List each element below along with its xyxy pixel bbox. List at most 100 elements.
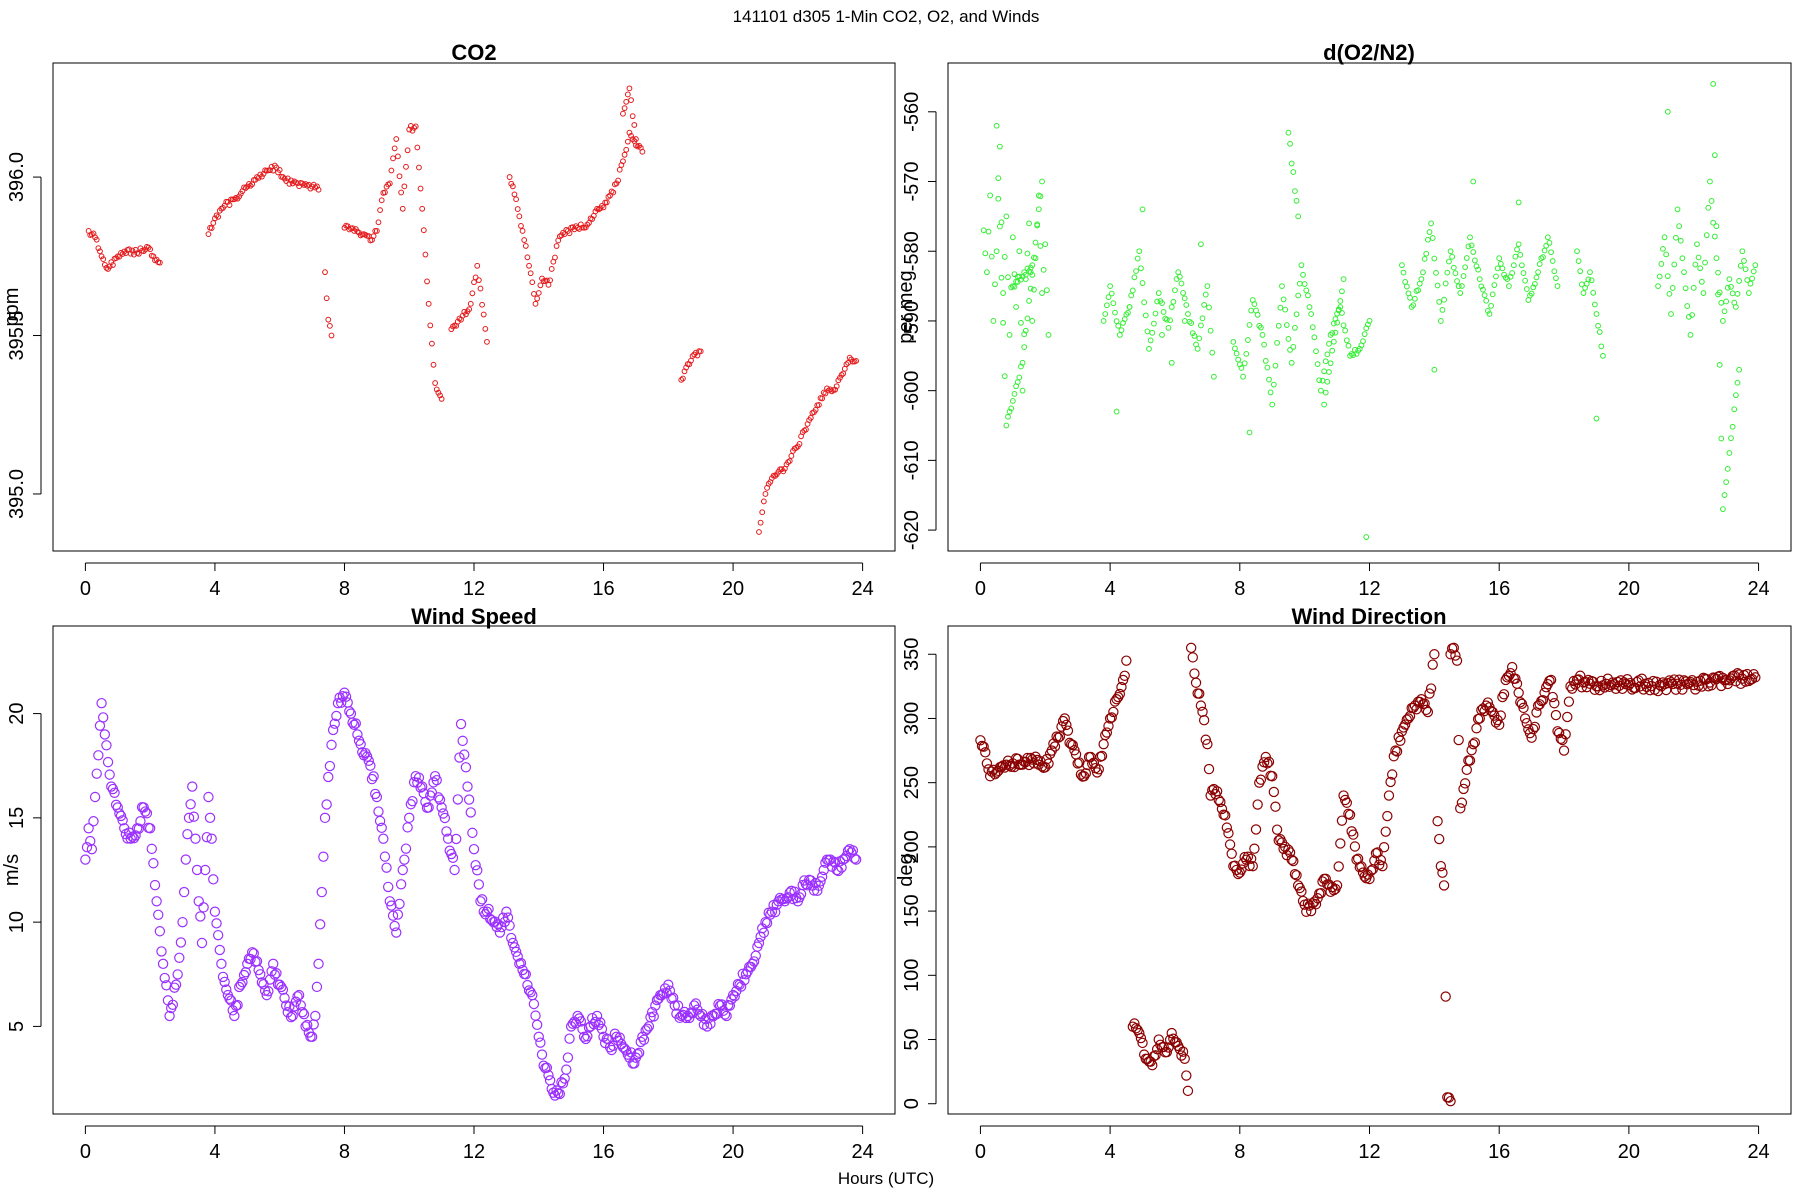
y-axis-label: m/s <box>1 854 23 886</box>
data-point <box>529 279 536 286</box>
data-point <box>1523 286 1530 292</box>
data-point <box>97 712 109 723</box>
data-point <box>399 854 410 865</box>
data-point <box>1450 650 1461 661</box>
data-point <box>1451 655 1463 666</box>
data-point <box>1129 287 1136 294</box>
data-point <box>623 146 630 153</box>
data-point <box>89 791 101 803</box>
y-tick-label: 395.0 <box>6 469 28 519</box>
data-point <box>1146 345 1152 352</box>
data-point <box>268 958 279 970</box>
data-point <box>1458 783 1469 795</box>
data-point <box>1113 318 1120 325</box>
data-point <box>1248 307 1255 314</box>
data-point <box>148 858 159 869</box>
data-point <box>1673 674 1685 685</box>
data-point <box>1553 275 1559 282</box>
data-point <box>1016 273 1023 280</box>
data-point <box>1743 675 1755 687</box>
data-point <box>1144 328 1151 335</box>
data-point <box>1364 873 1375 885</box>
data-point <box>1168 359 1175 366</box>
data-point <box>297 1006 308 1018</box>
data-point <box>416 781 428 792</box>
data-point <box>286 181 293 187</box>
data-point <box>447 852 459 863</box>
data-point <box>1285 336 1292 342</box>
data-point <box>1301 906 1312 917</box>
data-point <box>1695 675 1706 686</box>
data-point <box>1159 300 1165 307</box>
data-point <box>537 282 544 289</box>
data-point <box>1112 309 1118 316</box>
data-point <box>1339 310 1345 316</box>
data-point <box>1536 261 1543 267</box>
y-tick-label: -620 <box>901 510 923 550</box>
x-tick-label: 8 <box>339 578 350 600</box>
data-point <box>386 900 397 911</box>
data-point <box>1420 269 1426 276</box>
data-point <box>1123 311 1130 318</box>
data-point <box>1724 284 1731 291</box>
data-point <box>784 887 795 898</box>
data-point <box>276 981 287 993</box>
data-point <box>1428 220 1434 227</box>
data-point <box>807 415 814 421</box>
data-point <box>420 227 427 234</box>
data-point <box>200 864 211 876</box>
data-point <box>1421 704 1432 716</box>
data-point <box>1531 281 1538 287</box>
data-point <box>577 221 584 228</box>
data-point <box>1463 255 1470 261</box>
data-point <box>93 236 100 243</box>
data-point <box>838 372 845 378</box>
data-point <box>677 1009 689 1021</box>
data-point <box>1716 361 1723 368</box>
data-point <box>574 1013 585 1024</box>
data-point <box>1272 362 1279 369</box>
data-point <box>382 881 394 893</box>
data-point <box>638 1034 650 1046</box>
data-point <box>1402 279 1409 285</box>
data-point <box>765 909 776 920</box>
data-point <box>600 204 607 211</box>
data-point <box>1059 713 1070 724</box>
data-point <box>423 802 434 813</box>
data-point <box>1378 842 1390 853</box>
x-tick-label: 12 <box>463 1141 485 1163</box>
data-point <box>1440 991 1451 1002</box>
data-point <box>1013 304 1019 310</box>
data-point <box>690 998 702 1009</box>
data-point <box>1293 311 1300 318</box>
data-point <box>1025 752 1036 764</box>
data-point <box>772 473 779 479</box>
data-point <box>832 386 838 393</box>
data-point <box>1165 325 1172 331</box>
data-point <box>1330 338 1337 345</box>
data-point <box>1385 776 1396 788</box>
x-tick-label: 12 <box>1358 578 1380 600</box>
data-point <box>650 1000 661 1011</box>
data-point <box>1697 265 1704 272</box>
data-point <box>1729 290 1736 297</box>
data-point <box>109 787 120 799</box>
data-point <box>1749 275 1755 282</box>
x-tick-label: 24 <box>1747 578 1769 600</box>
data-point <box>544 1075 556 1086</box>
data-point <box>1671 261 1678 268</box>
data-point <box>91 768 102 779</box>
data-point <box>1495 710 1507 721</box>
data-point <box>208 225 215 232</box>
panel-wind-direction: Wind Direction deg 0 4 8 12 16 20 24 0 50 100 150… <box>895 604 1792 1163</box>
data-point <box>1390 745 1401 756</box>
data-point <box>1342 327 1349 334</box>
y-tick-label: 15 <box>6 807 28 829</box>
data-point <box>313 958 324 970</box>
x-tick-label: 20 <box>722 578 744 600</box>
data-point <box>1423 250 1430 257</box>
data-point <box>735 981 747 992</box>
data-point <box>1237 858 1249 869</box>
data-point <box>1022 271 1029 278</box>
y-tick-label: 250 <box>901 766 923 799</box>
